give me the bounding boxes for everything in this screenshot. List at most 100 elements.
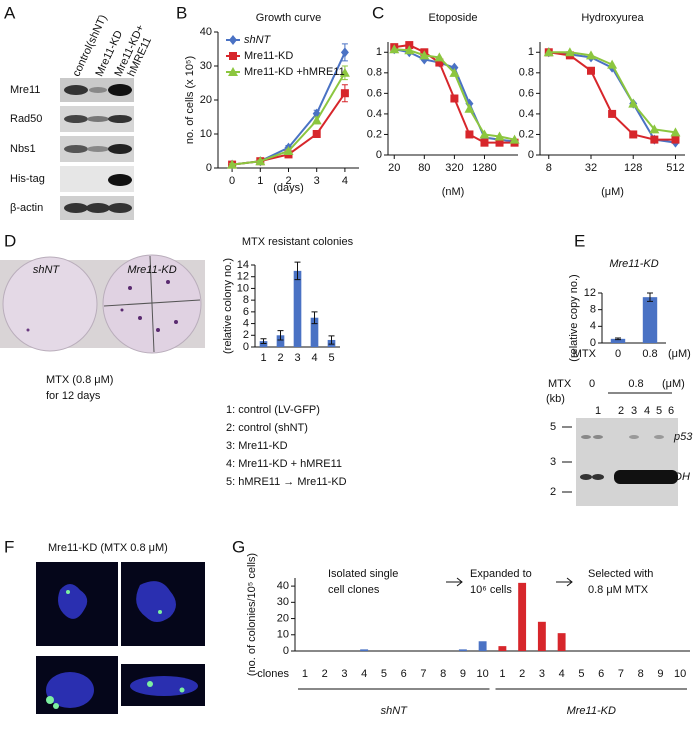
x-tick-label: 1 <box>260 352 266 364</box>
band <box>654 435 664 439</box>
x-tick-label: 5 <box>328 352 334 364</box>
bar <box>557 633 566 651</box>
gel <box>576 418 678 506</box>
bar <box>259 341 268 347</box>
band <box>89 87 107 93</box>
x-tick-label: 512 <box>666 162 684 174</box>
marker <box>587 66 596 75</box>
marker <box>405 41 414 50</box>
marker <box>564 47 575 57</box>
treatment-label: MTX <box>548 378 572 390</box>
step-text: 10⁶ cells <box>470 584 512 596</box>
chart-title: MTX resistant colonies <box>242 236 354 248</box>
plates: shNT Mre11-KD MTX (0.8 μM) for 12 days <box>0 254 205 402</box>
y-tick-label: 0.4 <box>519 108 534 120</box>
chromosome <box>46 672 94 708</box>
y-tick-label: 20 <box>277 612 289 624</box>
band <box>87 146 109 152</box>
y-tick-label: 8 <box>590 304 596 316</box>
chromosome <box>130 676 198 696</box>
step-text: Isolated single <box>328 568 398 580</box>
blot-row-label: Rad50 <box>10 113 42 125</box>
error-bar <box>311 311 318 325</box>
band <box>108 174 132 186</box>
marker <box>464 103 475 113</box>
y-tick-label: 0 <box>590 337 596 349</box>
marker <box>283 146 294 155</box>
group-label: Mre11-KD <box>567 705 616 717</box>
band-label: p53 <box>673 431 693 443</box>
colony <box>166 280 170 284</box>
marker <box>449 67 460 77</box>
bar <box>458 649 467 651</box>
condition: MTX (0.8 μM) <box>46 374 113 386</box>
x-tick-label: 8 <box>440 668 446 680</box>
y-tick-label: 8 <box>243 294 249 306</box>
y-tick-label: 0.8 <box>519 67 534 79</box>
blot-row-label: His-tag <box>10 173 45 185</box>
step-text: cell clones <box>328 584 380 596</box>
marker <box>671 135 680 144</box>
panel-letter: D <box>4 231 16 250</box>
x-tick-label: 1 <box>302 668 308 680</box>
marker <box>227 159 238 169</box>
legend-item: 4: Mre11-KD + hMRE11 <box>226 458 342 470</box>
band <box>64 115 88 123</box>
x-axis-label: (nM) <box>442 186 465 198</box>
band <box>87 116 109 122</box>
x-tick-label: 9 <box>460 668 466 680</box>
bar <box>310 317 319 347</box>
marker <box>434 52 445 62</box>
marker <box>389 44 400 54</box>
x-tick-label: 1280 <box>472 162 496 174</box>
colony <box>138 316 142 320</box>
colony <box>156 328 160 332</box>
colony <box>26 328 30 332</box>
band <box>580 474 592 480</box>
signal <box>158 610 162 614</box>
x-tick-label: 128 <box>624 162 642 174</box>
legend-item: 3: Mre11-KD <box>226 440 288 452</box>
legend-label: Mre11-KD <box>244 50 293 62</box>
signal <box>53 703 59 709</box>
duration: for 12 days <box>46 390 101 402</box>
marker <box>312 130 321 138</box>
x-tick-label: 4 <box>342 175 348 187</box>
size-label: 2 <box>550 486 556 498</box>
bar <box>498 646 507 651</box>
band <box>108 84 132 96</box>
x-tick-label: 0 <box>615 348 621 360</box>
series-line <box>394 44 515 144</box>
x-tick-label: 3 <box>294 352 300 364</box>
marker <box>340 47 349 58</box>
bar <box>518 582 527 651</box>
x-unit-label: (μM) <box>668 348 691 360</box>
x-tick-label: 3 <box>341 668 347 680</box>
marker <box>607 59 618 69</box>
colony <box>120 308 124 312</box>
signal <box>66 590 70 594</box>
band <box>86 203 110 213</box>
error-bar <box>260 338 267 344</box>
y-tick-label: 40 <box>277 580 289 592</box>
marker <box>670 127 681 137</box>
y-axis-label: no. of cells (x 10⁵) <box>184 56 196 144</box>
blot-row-label: Mre11 <box>10 84 40 96</box>
blot-row-label: β-actin <box>10 202 43 214</box>
signal <box>179 687 185 693</box>
lane-label: 4 <box>644 405 650 417</box>
chart-title: Etoposide <box>429 12 478 24</box>
band <box>592 474 604 480</box>
marker <box>509 134 520 144</box>
x-tick-label: 2 <box>519 668 525 680</box>
marker <box>543 47 554 57</box>
x-tick-label: 32 <box>585 162 597 174</box>
x-tick-label: 20 <box>388 162 400 174</box>
y-tick-label: 10 <box>237 282 249 294</box>
y-tick-label: 0.8 <box>367 67 382 79</box>
y-tick-label: 0 <box>376 149 382 161</box>
colony <box>174 320 178 324</box>
y-tick-label: 0 <box>243 341 249 353</box>
y-tick-label: 6 <box>243 306 249 318</box>
